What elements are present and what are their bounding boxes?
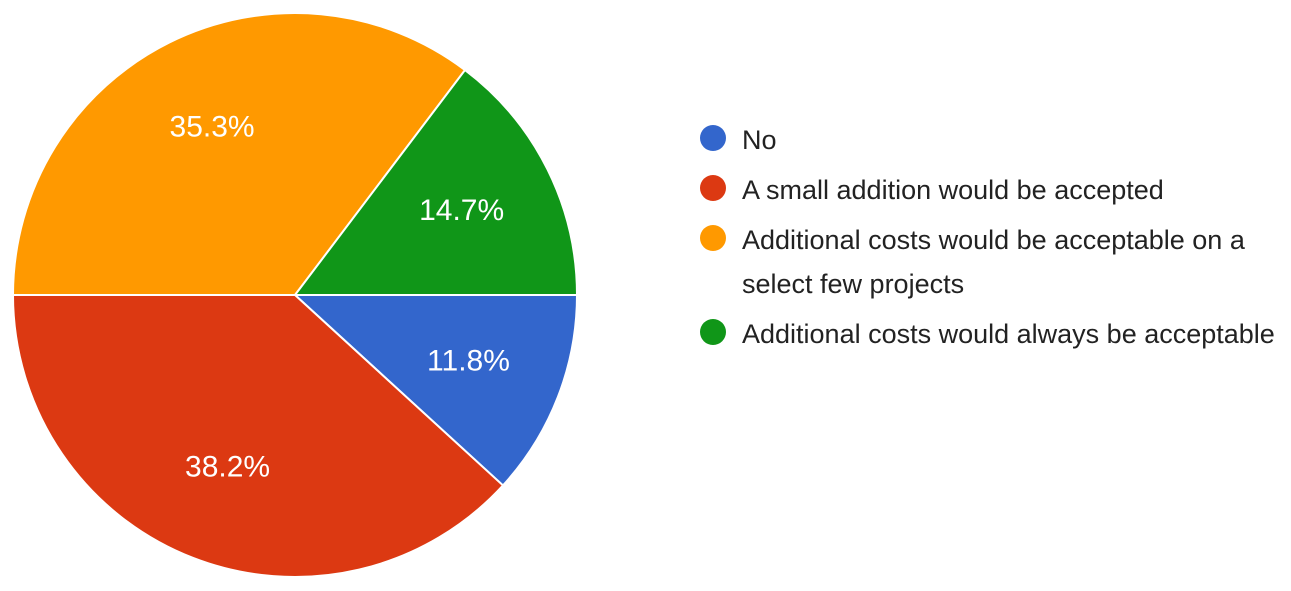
pie-slice-small-addition xyxy=(11,294,505,578)
pie-slice-no xyxy=(292,294,579,487)
legend-item-small-addition: A small addition would be accepted xyxy=(700,168,1285,212)
legend-label-small-addition: A small addition would be accepted xyxy=(742,175,1164,205)
legend-swatch-small-addition xyxy=(700,175,726,201)
pie-chart: 11.8% 38.2% 35.3% 14.7% xyxy=(11,12,579,578)
legend-item-always: Additional costs would always be accepta… xyxy=(700,312,1285,356)
pie-label-no: 11.8% xyxy=(427,344,510,377)
legend-item-no: No xyxy=(700,118,1285,162)
pie-slice-select-few xyxy=(11,12,467,296)
pie-label-select-few: 35.3% xyxy=(170,110,255,143)
legend-label-no: No xyxy=(742,125,777,155)
chart-legend: No A small addition would be accepted Ad… xyxy=(700,118,1285,362)
legend-label-select-few: Additional costs would be acceptable on … xyxy=(742,225,1245,299)
pie-label-small-addition: 38.2% xyxy=(185,450,270,483)
pie-slice-always xyxy=(292,68,579,296)
legend-swatch-always xyxy=(700,319,726,345)
legend-item-select-few: Additional costs would be acceptable on … xyxy=(700,218,1285,306)
legend-swatch-no xyxy=(700,125,726,151)
legend-label-always: Additional costs would always be accepta… xyxy=(742,319,1275,349)
legend-swatch-select-few xyxy=(700,225,726,251)
pie-label-always: 14.7% xyxy=(419,194,504,227)
